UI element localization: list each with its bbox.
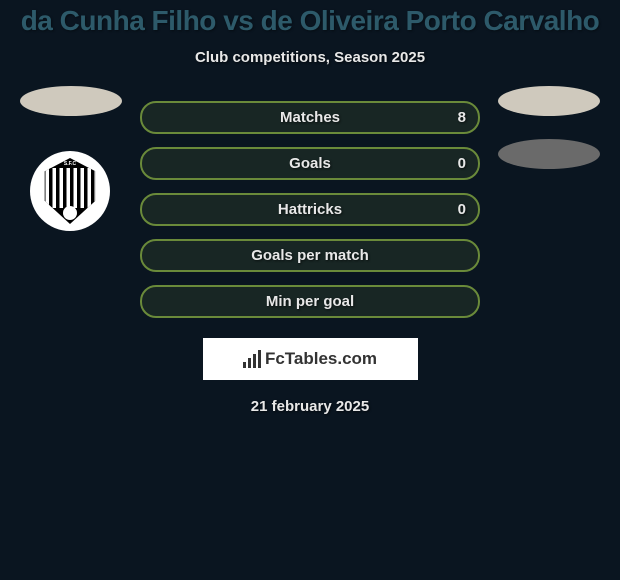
club-badge-stripes bbox=[42, 168, 98, 208]
page-title: da Cunha Filho vs de Oliveira Porto Carv… bbox=[10, 5, 610, 37]
player-right-silhouette-2 bbox=[498, 139, 600, 169]
stat-label: Min per goal bbox=[266, 293, 354, 310]
main-area: S.F.C Matches 8 Goals 0 Hattricks 0 Goal… bbox=[10, 101, 610, 415]
stat-value: 8 bbox=[458, 109, 466, 126]
stat-bar-goals-per-match: Goals per match bbox=[140, 239, 480, 272]
stat-label: Matches bbox=[280, 109, 340, 126]
stat-bar-matches: Matches 8 bbox=[140, 101, 480, 134]
stat-label: Goals per match bbox=[251, 247, 369, 264]
stat-value: 0 bbox=[458, 201, 466, 218]
watermark-text: FcTables.com bbox=[265, 349, 377, 369]
player-right-silhouette-1 bbox=[498, 86, 600, 116]
player-left-silhouette bbox=[20, 86, 122, 116]
stat-bar-hattricks: Hattricks 0 bbox=[140, 193, 480, 226]
footer-date: 21 february 2025 bbox=[10, 398, 610, 415]
watermark: FcTables.com bbox=[203, 338, 418, 380]
bars-icon bbox=[243, 350, 261, 368]
subtitle: Club competitions, Season 2025 bbox=[10, 49, 610, 66]
club-badge-shield: S.F.C bbox=[42, 158, 98, 224]
stat-bar-min-per-goal: Min per goal bbox=[140, 285, 480, 318]
stat-label: Hattricks bbox=[278, 201, 342, 218]
club-badge: S.F.C bbox=[30, 151, 110, 231]
stat-label: Goals bbox=[289, 155, 331, 172]
infographic-root: da Cunha Filho vs de Oliveira Porto Carv… bbox=[0, 0, 620, 420]
club-badge-initials: S.F.C bbox=[42, 161, 98, 167]
stat-bar-goals: Goals 0 bbox=[140, 147, 480, 180]
stat-value: 0 bbox=[458, 155, 466, 172]
club-badge-ball-icon bbox=[63, 206, 77, 220]
